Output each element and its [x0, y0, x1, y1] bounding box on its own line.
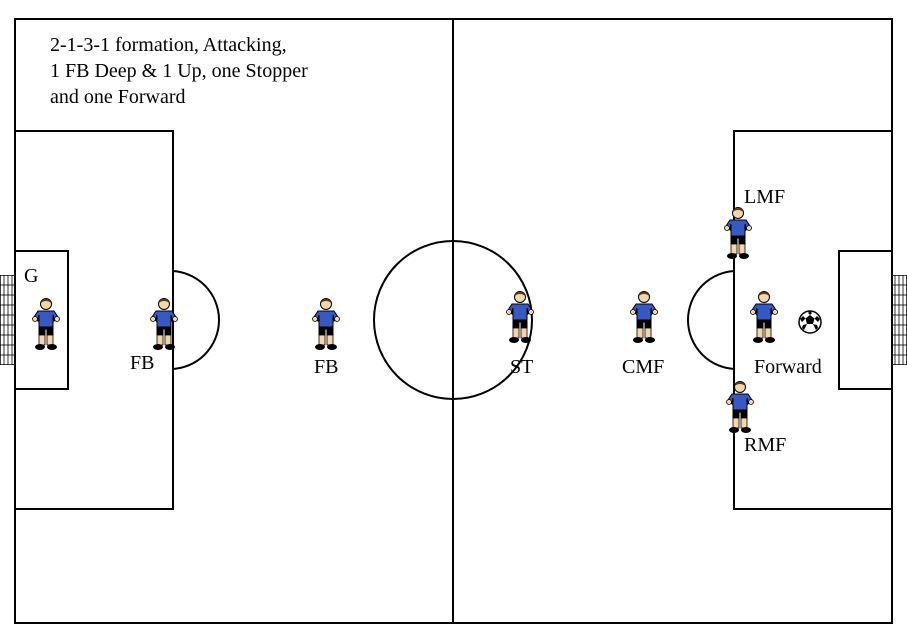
- player-label-st: ST: [510, 356, 533, 379]
- player-fwd: [746, 290, 782, 344]
- goal-net-right: [891, 275, 907, 365]
- player-cmf: [626, 290, 662, 344]
- player-rmf: [722, 380, 758, 434]
- soccer-ball-icon: [798, 310, 822, 334]
- formation-title: 2-1-3-1 formation, Attacking, 1 FB Deep …: [50, 32, 308, 110]
- player-label-cmf: CMF: [622, 356, 664, 379]
- player-label-rmf: RMF: [744, 434, 786, 457]
- player-label-g: G: [24, 265, 38, 288]
- goal-net-left: [0, 275, 16, 365]
- player-label-fb2: FB: [314, 356, 338, 379]
- player-label-lmf: LMF: [744, 186, 785, 209]
- player-lmf: [720, 206, 756, 260]
- player-fb2: [308, 297, 344, 351]
- player-fb1: [146, 297, 182, 351]
- player-g: [28, 297, 64, 351]
- player-st: [502, 290, 538, 344]
- player-label-fb1: FB: [130, 352, 154, 375]
- goal-box-right: [838, 250, 893, 390]
- player-label-fwd: Forward: [754, 356, 822, 379]
